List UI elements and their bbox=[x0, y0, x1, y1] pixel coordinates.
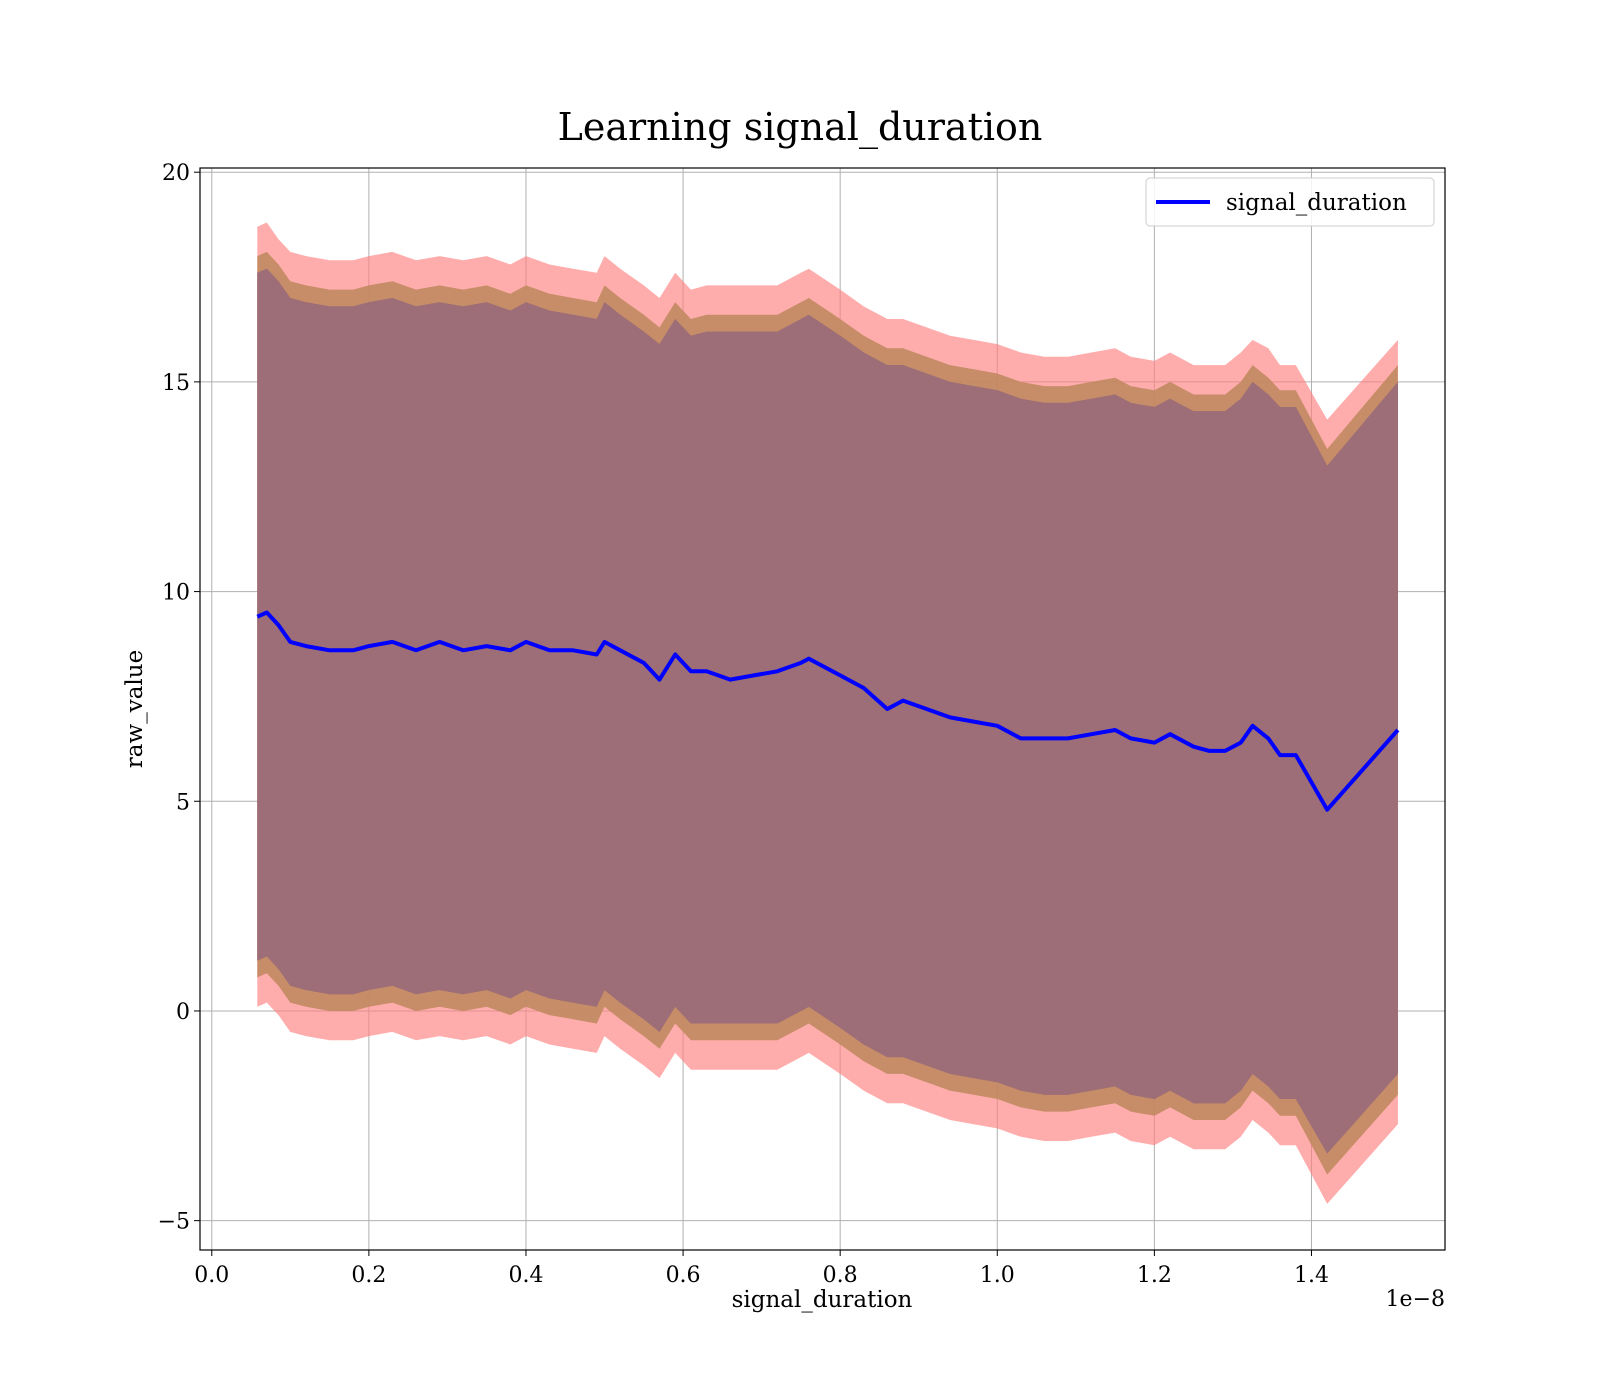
x-tick-label: 0.4 bbox=[508, 1263, 543, 1288]
band-core bbox=[257, 268, 1398, 1154]
x-tick-label: 0.0 bbox=[194, 1263, 229, 1288]
x-tick-label: 1.2 bbox=[1137, 1263, 1172, 1288]
confidence-bands bbox=[257, 222, 1398, 1204]
y-tick-label: 5 bbox=[176, 790, 190, 815]
series-line-signal-duration bbox=[256, 610, 1400, 812]
legend-label: signal_duration bbox=[1226, 190, 1407, 216]
x-tick-label: 0.2 bbox=[351, 1263, 386, 1288]
axis-ticks: 0.0 0.2 0.4 0.6 0.8 1.0 1.2 1.4 −5 0 5 10 15 20 bbox=[158, 161, 1329, 1288]
x-tick-label: 1.0 bbox=[980, 1263, 1015, 1288]
y-tick-label: −5 bbox=[158, 1210, 190, 1235]
x-tick-label: 0.8 bbox=[823, 1263, 858, 1288]
x-tick-label: 0.6 bbox=[666, 1263, 701, 1288]
x-axis-offset-label: 1e−8 bbox=[1386, 1287, 1445, 1312]
y-tick-label: 15 bbox=[162, 371, 190, 396]
x-axis-label: signal_duration bbox=[732, 1287, 913, 1313]
legend: signal_duration bbox=[1145, 177, 1435, 227]
chart-title: Learning signal_duration bbox=[558, 105, 1043, 150]
y-axis-label: raw_value bbox=[122, 650, 148, 768]
legend-box bbox=[1145, 177, 1435, 227]
y-tick-label: 10 bbox=[162, 581, 190, 606]
y-tick-label: 0 bbox=[176, 1000, 190, 1025]
series-lines bbox=[256, 610, 1400, 812]
x-tick-label: 1.4 bbox=[1294, 1263, 1329, 1288]
y-tick-label: 20 bbox=[162, 161, 190, 186]
plot-frame bbox=[199, 167, 1446, 1251]
